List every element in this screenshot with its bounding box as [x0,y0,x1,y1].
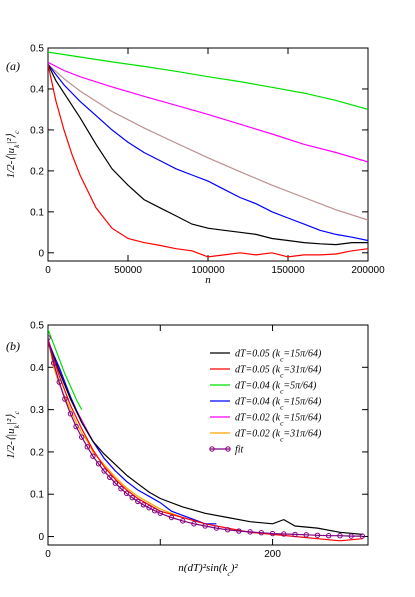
series-line-a-5 [48,64,368,258]
legend-label: dT=0.02 (kc​=31π/64) [235,429,322,444]
fit-point-b [236,528,242,534]
x-axis-label-a: n [205,274,211,286]
fit-point-b [213,525,220,531]
fit-point-b [95,461,102,467]
fit-point-b [247,529,253,535]
fit-point-b [258,530,265,536]
y-tick-label-a: 0.4 [30,84,44,95]
fit-point-b [191,521,197,527]
fit-point-b [303,532,309,538]
fit-point-b [123,490,130,497]
fit-point-b [50,360,57,366]
x-tick-label-b: 0 [45,549,51,560]
series-line-a-2 [48,63,368,221]
y-tick-label-a: 0.2 [30,166,44,177]
fit-point-b [168,514,175,521]
y-tick-label-b: 0 [38,532,44,543]
fit-point-b [180,518,186,524]
y-tick-label-a: 0.1 [30,207,44,218]
fit-point-b [84,444,90,450]
legend-marker [209,446,215,452]
fit-point-b [129,494,135,501]
x-tick-label-a: 150000 [271,265,305,276]
plot-frame-b [47,324,369,546]
panel-a: 0 50000 100000 150000 200000 0 0.1 0.2 0.3 0.4 0.5… [5,44,385,287]
fit-point-b [202,523,208,529]
panel-label-a: (a) [6,59,20,73]
y-tick-label-a: 0.3 [30,125,44,136]
series-line-b-1 [48,339,116,472]
fit-point-b [118,486,124,492]
x-tick-label-a: 0 [45,265,51,276]
fit-point-b [224,527,231,533]
fit-point-b [146,505,152,511]
fit-point-b [151,508,158,514]
fit-point-b [135,498,141,505]
x-tick-label-a: 50000 [114,265,142,276]
series-line-a-0 [48,51,368,110]
fit-point-b [62,396,68,402]
y-tick-label-b: 0.3 [30,405,44,416]
fit-point-b [90,453,96,459]
series-line-b-0 [48,328,83,410]
series-line-a-1 [48,61,368,163]
fit-point-b [112,480,119,486]
y-tick-label-b: 0.1 [30,490,44,501]
series-line-a-3 [48,64,368,242]
y-tick-label-b: 0.5 [30,321,44,332]
y-tick-label-b: 0.4 [30,363,44,374]
legend-label: dT=0.02 (kc​=15π/64) [235,413,322,428]
fit-point-b [101,468,107,474]
fit-point-b [140,502,147,508]
legend-marker [225,446,231,452]
y-tick-label-b: 0.2 [30,447,44,458]
fit-point-b [157,510,163,516]
series-line-b-2 [48,339,183,519]
fit-point-b [107,474,113,481]
fit-point-b [56,379,62,385]
series-line-b-4 [48,341,363,535]
legend-label: dT=0.04 (kc​=5π/64) [235,381,317,396]
y-tick-label-a: 0 [38,248,44,259]
legend-label: dT=0.05 (kc​=15π/64) [235,349,322,364]
series-line-b-6 [48,337,363,537]
series-line-b-3 [48,341,217,525]
legend-label: dT=0.04 (kc​=15π/64) [235,397,322,412]
series-line-b-5 [48,341,363,542]
legend-label: dT=0.05 (kc​=31π/64) [235,365,322,380]
legend-label: fit [235,445,244,456]
y-axis-label-b: 1/2-⟨|uk​|²⟩c​ [5,410,21,459]
fit-point-b [67,411,74,417]
x-axis-label-b: n(dT)²sin(kc​)² [178,562,238,578]
x-tick-label-a: 100000 [191,265,225,276]
fit-point-b [337,532,343,539]
fit-point-b [48,334,51,341]
plot-frame-a [47,47,369,262]
fit-point-b [292,531,298,538]
fit-point-b [281,531,287,537]
y-axis-label-a: 1/2-⟨|uk​|²⟩c​ [5,130,21,179]
legend: dT=0.05 (kc​=15π/64)dT=0.05 (kc​=31π/64)… [209,349,322,456]
x-tick-label-a: 200000 [351,265,385,276]
fit-point-b [326,532,332,539]
y-tick-label-a: 0.5 [30,44,44,55]
x-tick-label-b: 200 [264,549,281,560]
fit-point-b [359,533,366,539]
fit-point-b [73,423,79,430]
panel-label-b: (b) [6,339,20,353]
fit-point-b [348,533,354,539]
fit-point-b [314,532,321,538]
series-line-a-4 [48,64,368,246]
fit-point-b [78,434,85,440]
fit-point-b [269,530,276,537]
panel-b: 0 200 0 0.1 0.2 0.3 0.4 0.5 (b) n(dT)²sin(kc​)² 1/… [5,321,369,578]
